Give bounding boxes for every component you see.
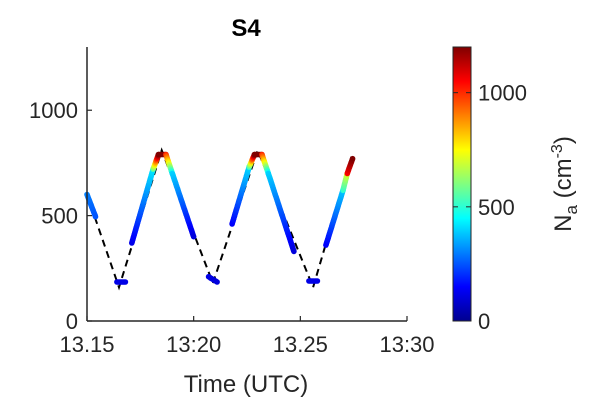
x-tick-label: 13.25 <box>273 332 328 357</box>
x-axis: 13.15 13:20 13.25 13:30 Time (UTC) <box>59 320 435 398</box>
data-point <box>214 279 220 285</box>
colorbar-tick-label: 1000 <box>478 81 527 106</box>
data-point <box>349 155 356 162</box>
colorbar-label-unit-pre: (cm <box>550 158 577 205</box>
y-tick-label: 0 <box>66 309 78 334</box>
data-point <box>190 233 197 240</box>
data-point <box>314 278 321 284</box>
chart-title: S4 <box>231 15 261 42</box>
y-tick-label: 1000 <box>29 98 78 123</box>
colorbar-gradient <box>452 46 472 322</box>
colorbar-tick-label: 0 <box>478 309 490 334</box>
plot-area <box>84 147 356 291</box>
y-tick-label: 500 <box>41 204 78 229</box>
y-axis: 0 500 1000 <box>29 47 88 334</box>
colorbar: 0 500 1000 Na (cm-3) <box>452 46 581 334</box>
x-tick-label: 13.15 <box>59 332 114 357</box>
data-point <box>122 279 129 285</box>
x-tick-label: 13:20 <box>166 332 221 357</box>
x-axis-label: Time (UTC) <box>184 371 308 398</box>
dashed-trend-line <box>86 147 353 291</box>
colorbar-label-sub: a <box>562 205 581 215</box>
colorbar-label-unit-post: ) <box>550 136 577 144</box>
data-point <box>291 248 297 255</box>
data-point <box>92 213 99 220</box>
colorbar-label-sup: -3 <box>549 144 566 158</box>
colorbar-tick-label: 500 <box>478 195 515 220</box>
x-tick-label: 13:30 <box>379 332 434 357</box>
colorbar-label-main: N <box>550 215 577 232</box>
colorbar-label: Na (cm-3) <box>549 136 581 232</box>
